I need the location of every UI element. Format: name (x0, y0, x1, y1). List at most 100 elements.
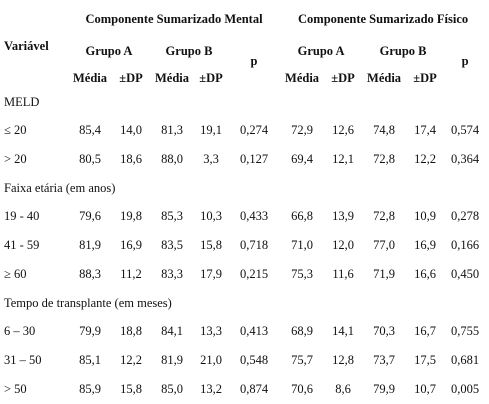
cell: 73,7 (373, 353, 395, 367)
mental-component-header: Componente Sumarizado Mental (85, 11, 263, 26)
cell: 85,4 (79, 123, 101, 137)
row-label: ≥ 60 (4, 267, 27, 281)
row-label: 31 – 50 (4, 353, 42, 367)
cell: 71,9 (373, 267, 395, 281)
cell: 14,1 (332, 324, 354, 338)
sd-header: ±DP (413, 70, 437, 85)
table-row: 19 - 40 79,6 19,8 85,3 10,3 0,433 66,8 1… (4, 202, 486, 231)
table-row: > 50 85,9 15,8 85,0 13,2 0,874 70,6 8,6 … (4, 375, 486, 404)
sd-header: ±DP (199, 70, 223, 85)
cell: 0,005 (451, 382, 480, 396)
physical-p-header: p (461, 53, 469, 68)
cell: 12,6 (332, 123, 354, 137)
cell: 0,278 (451, 209, 480, 223)
cell: 77,0 (373, 238, 395, 252)
row-label: > 20 (4, 152, 27, 166)
row-label: 19 - 40 (4, 209, 40, 223)
cell: 79,6 (79, 209, 101, 223)
mean-header: Média (72, 70, 108, 85)
cell: 13,2 (200, 382, 222, 396)
physical-group-b-header: Grupo B (379, 43, 427, 58)
cell: 79,9 (79, 324, 101, 338)
cell: 0,450 (451, 267, 480, 281)
cell: 75,3 (291, 267, 313, 281)
cell: 0,274 (239, 123, 269, 137)
cell: 74,8 (373, 123, 395, 137)
table-row: 41 - 59 81,9 16,9 83,5 15,8 0,718 71,0 1… (4, 231, 486, 260)
cell: 81,9 (161, 353, 183, 367)
cell: 3,3 (203, 152, 219, 166)
mean-header: Média (154, 70, 190, 85)
mean-header: Média (367, 70, 402, 85)
cell: 88,0 (161, 152, 183, 166)
cell: 16,9 (120, 238, 142, 252)
cell: 0,755 (451, 324, 480, 338)
cell: 8,6 (335, 382, 351, 396)
cell: 21,0 (200, 353, 222, 367)
cell: 72,8 (373, 209, 395, 223)
cell: 0,718 (239, 238, 269, 252)
cell: 85,0 (161, 382, 183, 396)
results-table: Variável Componente Sumarizado Mental Co… (4, 4, 486, 404)
cell: 19,8 (120, 209, 142, 223)
sd-header: ±DP (331, 70, 355, 85)
cell: 80,5 (79, 152, 101, 166)
row-label: > 50 (4, 382, 27, 396)
cell: 84,1 (161, 324, 183, 338)
table-row: ≥ 60 88,3 11,2 83,3 17,9 0,215 75,3 11,6… (4, 260, 486, 289)
table-row: 6 – 30 79,9 18,8 84,1 13,3 0,413 68,9 14… (4, 317, 486, 346)
cell: 11,2 (120, 267, 142, 281)
cell: 10,7 (414, 382, 436, 396)
row-label: 6 – 30 (4, 324, 36, 338)
cell: 17,4 (414, 123, 436, 137)
cell: 72,8 (373, 152, 395, 166)
cell: 70,3 (373, 324, 395, 338)
cell: 66,8 (291, 209, 313, 223)
cell: 0,548 (239, 353, 269, 367)
cell: 12,8 (332, 353, 354, 367)
cell: 71,0 (291, 238, 313, 252)
table-row: > 20 80,5 18,6 88,0 3,3 0,127 69,4 12,1 … (4, 145, 486, 174)
cell: 83,3 (161, 267, 183, 281)
cell: 16,9 (414, 238, 436, 252)
cell: 88,3 (79, 267, 101, 281)
cell: 70,6 (291, 382, 313, 396)
cell: 12,2 (414, 152, 436, 166)
cell: 81,9 (79, 238, 101, 252)
cell: 12,1 (332, 152, 354, 166)
cell: 0,413 (239, 324, 269, 338)
row-label: 41 - 59 (4, 238, 40, 252)
cell: 72,9 (291, 123, 313, 137)
mental-group-a-header: Grupo A (85, 43, 133, 58)
cell: 0,681 (451, 353, 480, 367)
mean-header: Média (285, 70, 320, 85)
cell: 0,166 (451, 238, 480, 252)
table-row: 31 – 50 85,1 12,2 81,9 21,0 0,548 75,7 1… (4, 346, 486, 375)
variable-header: Variável (4, 38, 49, 53)
cell: 85,9 (79, 382, 101, 396)
section-title-transplant-time: Tempo de transplante (em meses) (4, 295, 172, 310)
cell: 17,9 (200, 267, 222, 281)
cell: 13,3 (200, 324, 222, 338)
section-title-age: Faixa etária (em anos) (4, 180, 116, 195)
cell: 11,6 (332, 267, 354, 281)
cell: 10,9 (414, 209, 436, 223)
cell: 19,1 (200, 123, 222, 137)
cell: 12,0 (332, 238, 354, 252)
table-row: ≤ 20 85,4 14,0 81,3 19,1 0,274 72,9 12,6… (4, 116, 486, 145)
cell: 16,6 (414, 267, 436, 281)
row-label: ≤ 20 (4, 123, 27, 137)
cell: 0,574 (451, 123, 480, 137)
cell: 15,8 (120, 382, 142, 396)
mental-p-header: p (250, 53, 258, 68)
section-title-meld: MELD (4, 94, 40, 109)
cell: 14,0 (120, 123, 142, 137)
cell: 15,8 (200, 238, 222, 252)
physical-component-header: Componente Sumarizado Físico (298, 11, 469, 26)
sd-header: ±DP (119, 70, 143, 85)
physical-group-a-header: Grupo A (297, 43, 345, 58)
cell: 81,3 (161, 123, 183, 137)
cell: 18,8 (120, 324, 142, 338)
cell: 83,5 (161, 238, 183, 252)
